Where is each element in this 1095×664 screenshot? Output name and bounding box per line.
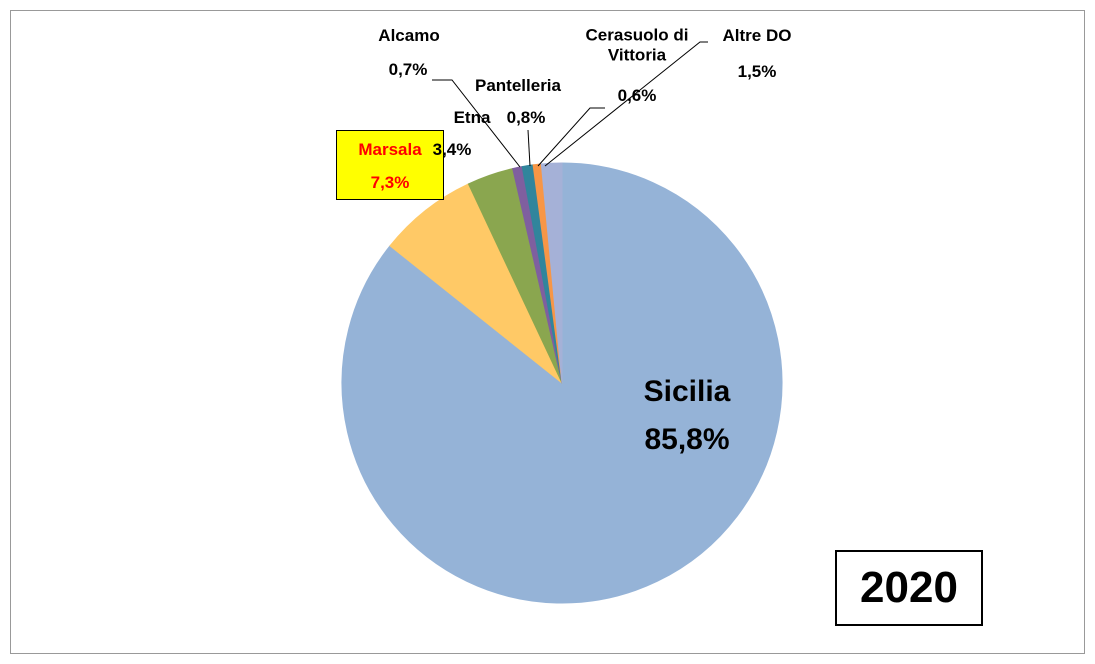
pie-slice xyxy=(389,183,563,384)
leader-line xyxy=(544,41,708,167)
value-label: 3,4% xyxy=(432,139,472,159)
slice-label: Marsala xyxy=(358,139,422,159)
chart-title: 2020 xyxy=(835,550,983,626)
leader-line xyxy=(432,79,521,168)
slice-label: Sicilia xyxy=(643,375,731,408)
value-label: 7,3% xyxy=(370,172,410,192)
pie xyxy=(341,162,783,604)
slice-label: Alcamo xyxy=(378,25,440,45)
value-label: 1,5% xyxy=(737,61,777,81)
leader-line xyxy=(527,129,531,167)
slice-label: Altre DO xyxy=(722,25,792,45)
slice-label: Pantelleria xyxy=(475,75,561,95)
leader-lines xyxy=(432,41,708,168)
value-label: 0,6% xyxy=(617,85,657,105)
leader-line xyxy=(537,107,605,167)
slice-label: Cerasuolo di Vittoria xyxy=(585,25,689,65)
value-label: 85,8% xyxy=(644,423,730,456)
label-highlight xyxy=(336,130,444,200)
pie-slice xyxy=(540,162,563,384)
value-label: 0,7% xyxy=(388,59,428,79)
slice-label: Etna xyxy=(453,107,491,127)
value-label: 0,8% xyxy=(506,107,546,127)
